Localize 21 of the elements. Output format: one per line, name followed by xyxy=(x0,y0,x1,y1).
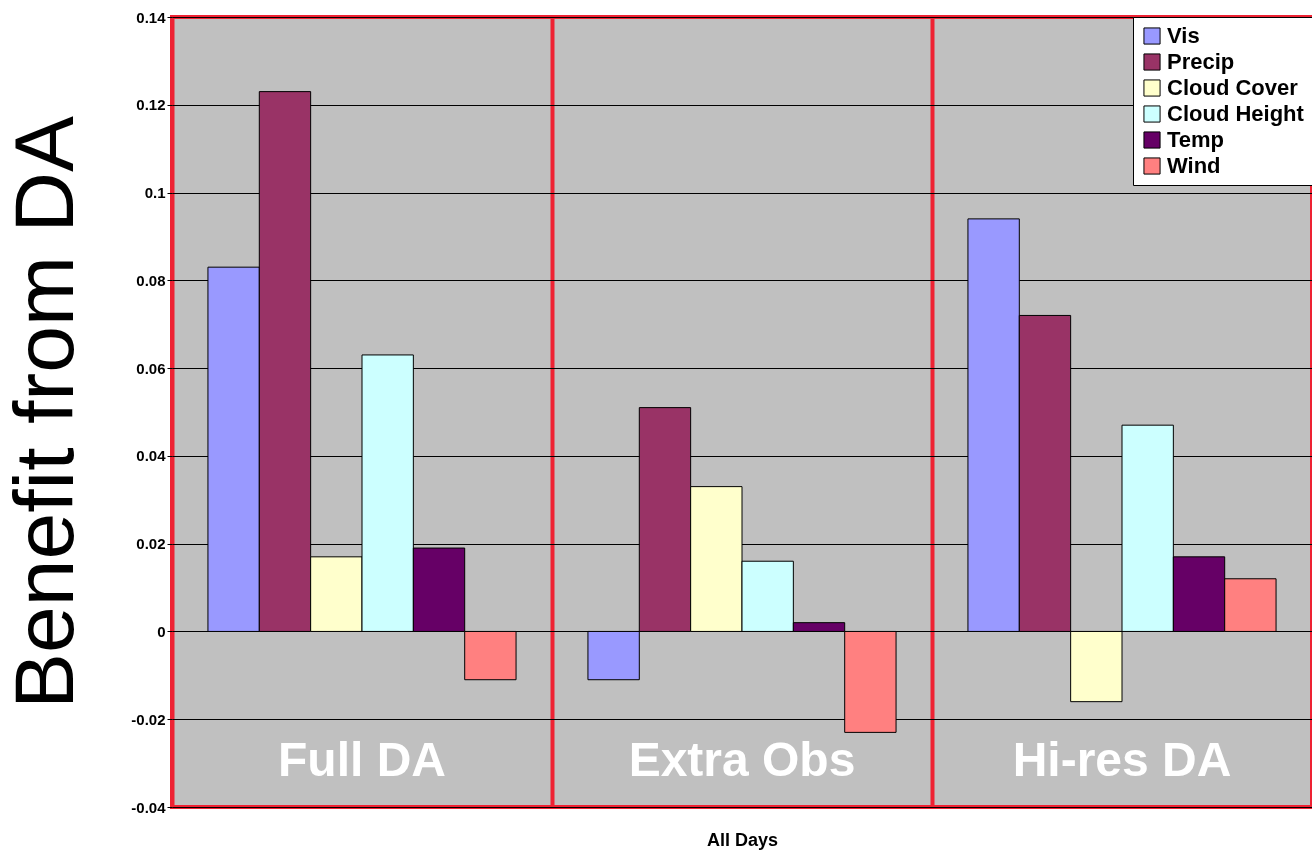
legend-label: Wind xyxy=(1167,153,1221,178)
x-tick-label: Extra Obs xyxy=(628,733,856,786)
legend-label: Cloud Height xyxy=(1167,101,1305,126)
y-tick-label: 0.04 xyxy=(136,447,167,465)
y-tick-label: 0.08 xyxy=(136,271,166,289)
y-tick-label: -0.04 xyxy=(131,798,167,816)
y-tick-label: 0 xyxy=(157,622,166,640)
y-tick-label: 0.1 xyxy=(144,184,166,202)
x-tick-label: Full DA xyxy=(278,733,446,786)
y-tick-label: 0.06 xyxy=(136,359,166,377)
y-tick-label: 0.12 xyxy=(136,96,166,114)
y-tick-label: -0.02 xyxy=(131,710,166,728)
legend-label: Cloud Cover xyxy=(1167,75,1299,100)
legend-label: Precip xyxy=(1167,49,1235,74)
y-axis-title: Benefit from DA xyxy=(0,116,92,709)
x-axis-title: All Days xyxy=(706,829,779,850)
y-tick-label: 0.14 xyxy=(136,8,167,26)
legend-label: Vis xyxy=(1167,23,1200,48)
x-tick-label: Hi-res DA xyxy=(1012,733,1232,786)
legend-label: Temp xyxy=(1167,127,1225,152)
y-tick-label: 0.02 xyxy=(136,535,166,553)
